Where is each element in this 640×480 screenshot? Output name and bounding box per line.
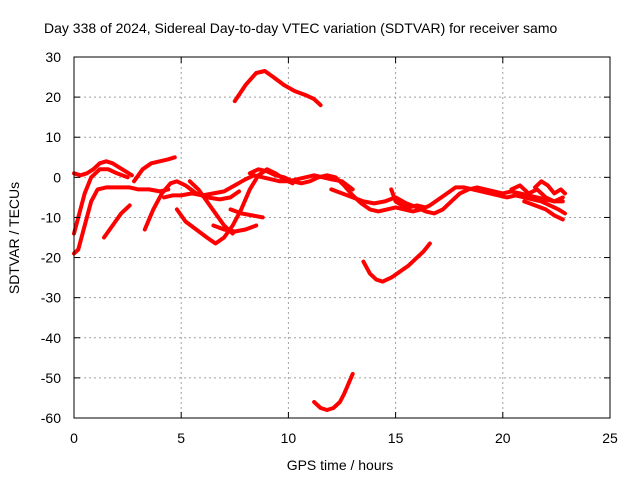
y-tick-label: -30 [41, 290, 61, 306]
series-line-s4 [102, 203, 132, 240]
data-series [72, 69, 567, 412]
series-line-s20 [312, 371, 355, 412]
series-line-s12 [232, 69, 323, 108]
series-line-s10 [211, 223, 259, 234]
series-line-s9 [187, 179, 235, 236]
chart-title: Day 338 of 2024, Sidereal Day-to-day VTE… [44, 20, 557, 36]
x-tick-label: 5 [177, 430, 185, 446]
axis-ticks: 0 5 10 15 20 25 -60 -50 -40 -30 -20 -10 0 10 20 30 [41, 49, 618, 446]
grid-lines [74, 57, 610, 418]
y-tick-label: 0 [53, 169, 61, 185]
series-line-s11 [228, 207, 265, 220]
series-line-s3 [72, 185, 171, 256]
y-tick-label: 30 [45, 49, 61, 65]
plot-frame [73, 56, 611, 419]
x-tick-label: 15 [388, 430, 404, 446]
x-axis-label: GPS time / hours [287, 457, 394, 473]
x-tick-label: 25 [602, 430, 618, 446]
y-tick-label: -40 [41, 330, 61, 346]
series-line-s15 [389, 187, 428, 210]
y-tick-label: -20 [41, 250, 61, 266]
series-line-s5 [142, 179, 242, 232]
x-tick-label: 10 [281, 430, 297, 446]
y-tick-label: -60 [41, 410, 61, 426]
x-tick-label: 0 [70, 430, 78, 446]
y-tick-label: 10 [45, 129, 61, 145]
y-tick-label: -10 [41, 209, 61, 225]
y-tick-label: -50 [41, 370, 61, 386]
series-line-s18 [522, 199, 565, 222]
series-line-s17 [533, 179, 567, 196]
series-line-s6 [132, 155, 177, 184]
series-line-s16 [509, 183, 565, 204]
series-line-s2 [72, 167, 130, 236]
y-tick-label: 20 [45, 89, 61, 105]
series-line-s13 [247, 167, 567, 216]
series-line-s14 [329, 185, 565, 216]
y-axis-label: SDTVAR / TECUs [6, 182, 22, 294]
x-tick-label: 20 [495, 430, 511, 446]
series-line-s1 [72, 159, 134, 178]
series-line-s19 [361, 241, 432, 284]
